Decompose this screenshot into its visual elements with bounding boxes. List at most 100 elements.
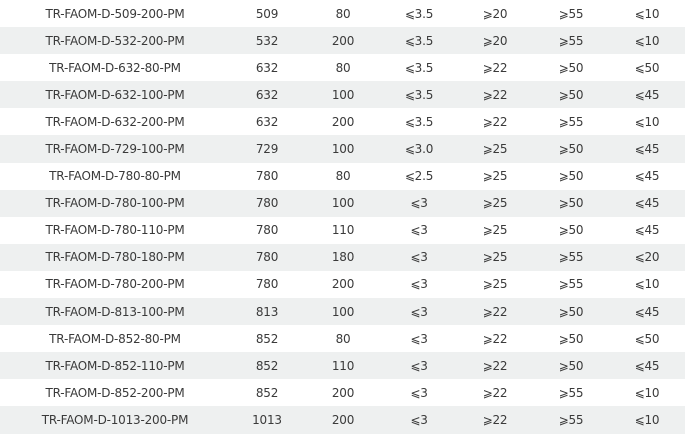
value-cell-4: ⩾22	[482, 331, 508, 346]
value-cell-3: ⩽3	[410, 385, 428, 400]
value-cell-1: 780	[229, 189, 305, 217]
value-cell-2: 110	[305, 352, 381, 380]
value-cell-3: ⩽3	[381, 189, 457, 217]
table-row: TR-FAOM-D-1013-200-PM 1013 200 ⩽3 ⩾22 ⩾55 ⩽10	[0, 406, 685, 434]
value-cell-4: ⩾20	[457, 27, 533, 55]
value-cell-3: ⩽2.5	[404, 169, 434, 184]
value-cell-4: ⩾22	[457, 352, 533, 380]
value-cell-5: ⩾55	[558, 6, 584, 21]
model-cell: TR-FAOM-D-780-200-PM	[45, 277, 185, 292]
value-cell-6: ⩽45	[634, 169, 660, 184]
value-cell-1: 852	[255, 331, 279, 346]
value-cell-5: ⩾55	[558, 114, 584, 129]
value-cell-6: ⩽10	[609, 406, 685, 434]
value-cell-2: 100	[305, 298, 381, 326]
model-cell: TR-FAOM-D-852-200-PM	[45, 385, 185, 400]
value-cell-6: ⩽45	[609, 81, 685, 109]
table-row: TR-FAOM-D-780-80-PM 780 80 ⩽2.5 ⩾25 ⩾50 ⩽45	[0, 163, 685, 190]
table-row: TR-FAOM-D-852-80-PM 852 80 ⩽3 ⩾22 ⩾50 ⩽50	[0, 325, 685, 352]
value-cell-3: ⩽3.0	[381, 135, 457, 163]
value-cell-4: ⩾22	[457, 81, 533, 109]
model-cell: TR-FAOM-D-852-110-PM	[0, 352, 229, 380]
table-row: TR-FAOM-D-813-100-PM 813 100 ⩽3 ⩾22 ⩾50 ⩽45	[0, 298, 685, 326]
value-cell-5: ⩾55	[533, 243, 609, 271]
table-row: TR-FAOM-D-852-110-PM 852 110 ⩽3 ⩾22 ⩾50 ⩽45	[0, 352, 685, 380]
value-cell-5: ⩾50	[533, 81, 609, 109]
model-cell: TR-FAOM-D-509-200-PM	[45, 6, 185, 21]
model-cell: TR-FAOM-D-632-100-PM	[0, 81, 229, 109]
value-cell-4: ⩾25	[482, 277, 508, 292]
value-cell-1: 632	[229, 81, 305, 109]
value-cell-5: ⩾50	[558, 223, 584, 238]
value-cell-2: 110	[331, 223, 355, 238]
value-cell-4: ⩾25	[457, 243, 533, 271]
value-cell-1: 509	[255, 6, 279, 21]
model-cell: TR-FAOM-D-632-80-PM	[49, 60, 181, 75]
value-cell-4: ⩾22	[482, 385, 508, 400]
value-cell-6: ⩽10	[634, 277, 660, 292]
value-cell-2: 100	[305, 189, 381, 217]
value-cell-3: ⩽3	[381, 352, 457, 380]
table-row: TR-FAOM-D-632-100-PM 632 100 ⩽3.5 ⩾22 ⩾50 ⩽45	[0, 81, 685, 109]
value-cell-5: ⩾50	[558, 60, 584, 75]
value-cell-1: 852	[255, 385, 279, 400]
value-cell-2: 200	[331, 277, 355, 292]
table-row: TR-FAOM-D-729-100-PM 729 100 ⩽3.0 ⩾25 ⩾50 ⩽45	[0, 135, 685, 163]
value-cell-2: 200	[331, 385, 355, 400]
value-cell-1: 813	[229, 298, 305, 326]
table-row: TR-FAOM-D-509-200-PM 509 80 ⩽3.5 ⩾20 ⩾55 ⩽10	[0, 0, 685, 27]
value-cell-1: 780	[255, 277, 279, 292]
value-cell-3: ⩽3.5	[381, 81, 457, 109]
value-cell-5: ⩾50	[533, 298, 609, 326]
value-cell-6: ⩽45	[609, 298, 685, 326]
value-cell-2: 80	[335, 169, 351, 184]
value-cell-5: ⩾55	[558, 385, 584, 400]
value-cell-6: ⩽10	[634, 114, 660, 129]
value-cell-6: ⩽10	[609, 27, 685, 55]
value-cell-6: ⩽20	[609, 243, 685, 271]
model-cell: TR-FAOM-D-632-200-PM	[45, 114, 185, 129]
table-row: TR-FAOM-D-780-110-PM 780 110 ⩽3 ⩾25 ⩾50 ⩽45	[0, 217, 685, 244]
value-cell-4: ⩾20	[482, 6, 508, 21]
value-cell-5: ⩾55	[558, 277, 584, 292]
model-cell: TR-FAOM-D-780-80-PM	[49, 169, 181, 184]
value-cell-2: 180	[305, 243, 381, 271]
table-row: TR-FAOM-D-632-200-PM 632 200 ⩽3.5 ⩾22 ⩾55 ⩽10	[0, 108, 685, 135]
value-cell-5: ⩾55	[533, 406, 609, 434]
value-cell-1: 780	[255, 169, 279, 184]
value-cell-6: ⩽45	[609, 189, 685, 217]
value-cell-2: 80	[335, 331, 351, 346]
value-cell-3: ⩽3	[410, 277, 428, 292]
model-cell: TR-FAOM-D-780-180-PM	[0, 243, 229, 271]
value-cell-4: ⩾25	[482, 223, 508, 238]
value-cell-2: 80	[335, 6, 351, 21]
value-cell-5: ⩾50	[533, 135, 609, 163]
table-row: TR-FAOM-D-780-200-PM 780 200 ⩽3 ⩾25 ⩾55 ⩽10	[0, 271, 685, 298]
value-cell-3: ⩽3	[381, 406, 457, 434]
table-row: TR-FAOM-D-780-180-PM 780 180 ⩽3 ⩾25 ⩾55 ⩽20	[0, 243, 685, 271]
value-cell-4: ⩾22	[457, 298, 533, 326]
table-row: TR-FAOM-D-780-100-PM 780 100 ⩽3 ⩾25 ⩾50 ⩽45	[0, 189, 685, 217]
value-cell-6: ⩽45	[609, 352, 685, 380]
value-cell-2: 100	[305, 135, 381, 163]
value-cell-6: ⩽50	[634, 331, 660, 346]
value-cell-3: ⩽3	[381, 243, 457, 271]
value-cell-4: ⩾25	[482, 169, 508, 184]
value-cell-2: 80	[335, 60, 351, 75]
table-row: TR-FAOM-D-852-200-PM 852 200 ⩽3 ⩾22 ⩾55 ⩽10	[0, 379, 685, 406]
model-cell: TR-FAOM-D-1013-200-PM	[0, 406, 229, 434]
value-cell-5: ⩾50	[558, 331, 584, 346]
value-cell-3: ⩽3	[381, 298, 457, 326]
value-cell-3: ⩽3.5	[404, 114, 434, 129]
table-row: TR-FAOM-D-632-80-PM 632 80 ⩽3.5 ⩾22 ⩾50 ⩽50	[0, 54, 685, 81]
value-cell-2: 100	[305, 81, 381, 109]
value-cell-1: 1013	[229, 406, 305, 434]
value-cell-2: 200	[305, 27, 381, 55]
value-cell-3: ⩽3.5	[404, 60, 434, 75]
value-cell-5: ⩾55	[533, 27, 609, 55]
value-cell-3: ⩽3.5	[381, 27, 457, 55]
value-cell-6: ⩽50	[634, 60, 660, 75]
value-cell-6: ⩽10	[634, 6, 660, 21]
value-cell-1: 632	[255, 60, 279, 75]
